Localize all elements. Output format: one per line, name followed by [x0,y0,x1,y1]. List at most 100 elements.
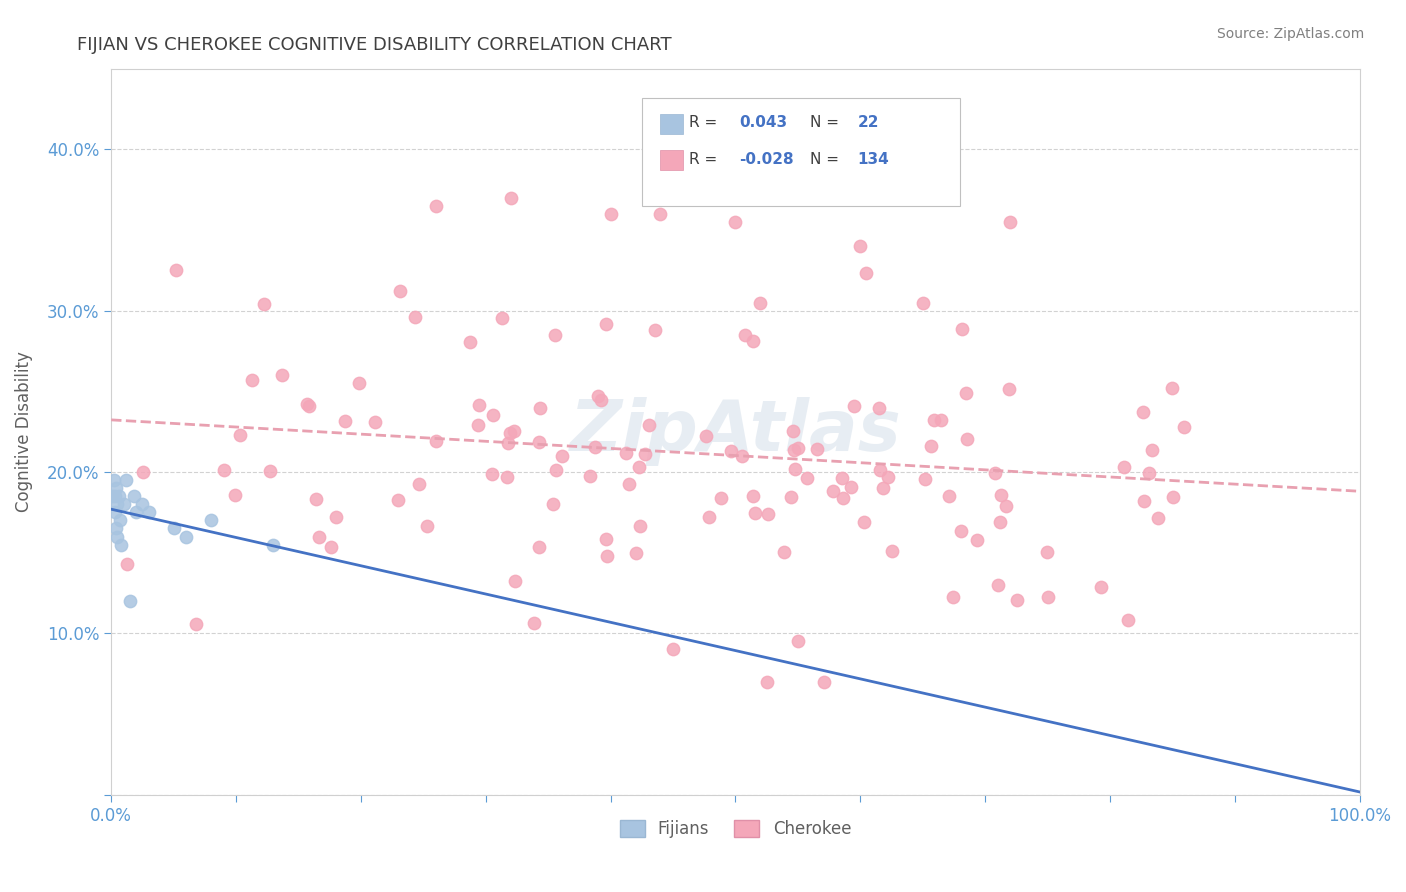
Point [813,674,835,689]
Text: N =: N = [810,115,839,130]
Text: 134: 134 [858,152,890,167]
Text: FIJIAN VS CHEROKEE COGNITIVE DISABILITY CORRELATION CHART: FIJIAN VS CHEROKEE COGNITIVE DISABILITY … [77,36,672,54]
Point [389,285,412,299]
Point [742,489,765,503]
Point [503,574,526,589]
Point [1173,420,1195,434]
Point [107,497,129,511]
Point [617,477,640,491]
Point [115,473,138,487]
Point [998,215,1021,229]
Point [1114,459,1136,474]
Point [786,442,808,456]
Point [319,540,342,554]
Point [950,524,973,539]
Point [634,447,657,461]
Point [166,262,188,277]
Point [527,541,550,555]
Point [103,473,125,487]
Point [595,532,617,546]
Point [551,449,574,463]
Point [491,311,513,326]
Point [783,461,806,475]
Point [922,412,945,426]
Point [499,191,522,205]
Point [132,465,155,479]
Text: Source: ZipAtlas.com: Source: ZipAtlas.com [1216,27,1364,41]
Point [988,516,1011,530]
Point [786,634,808,648]
Point [1132,405,1154,419]
Point [347,376,370,390]
Y-axis label: Cognitive Disability: Cognitive Disability [15,351,32,512]
Point [496,436,519,450]
Point [749,295,772,310]
Point [955,385,977,400]
Point [174,529,197,543]
Point [387,493,409,508]
Point [772,545,794,559]
Text: ZipAtlas: ZipAtlas [569,397,901,467]
Point [1007,593,1029,607]
Point [295,397,318,411]
Point [498,426,520,441]
Point [628,460,651,475]
Point [920,439,942,453]
Text: 22: 22 [858,115,879,130]
Point [595,317,617,331]
Point [995,499,1018,513]
Point [591,392,613,407]
Bar [661,113,683,134]
Text: R =: R = [689,152,717,167]
Point [224,488,246,502]
Point [425,434,447,449]
Point [942,591,965,605]
Point [720,444,742,458]
Point [107,489,129,503]
Point [305,491,328,506]
Point [595,549,617,564]
Point [162,521,184,535]
Point [984,466,1007,480]
Point [614,446,637,460]
Point [744,506,766,520]
Point [624,546,647,560]
Point [990,488,1012,502]
Point [184,617,207,632]
Point [950,322,973,336]
Point [637,417,659,432]
Point [1161,490,1184,504]
Point [831,470,853,484]
Point [101,489,124,503]
Point [1161,381,1184,395]
Point [1142,443,1164,458]
Point [710,491,733,505]
Point [112,497,135,511]
Point [125,505,148,519]
Point [929,413,952,427]
Point [880,543,903,558]
Point [1090,580,1112,594]
Text: -0.028: -0.028 [740,152,794,167]
Point [110,538,132,552]
Point [481,467,503,481]
Point [105,521,128,535]
Point [425,199,447,213]
Point [731,449,754,463]
Point [628,519,651,533]
Point [578,468,600,483]
Point [325,509,347,524]
Point [1132,493,1154,508]
Point [741,334,763,348]
Point [583,440,606,454]
Point [523,616,546,631]
Point [998,382,1021,396]
Point [852,515,875,529]
Point [240,373,263,387]
Point [104,489,127,503]
Point [404,310,426,325]
Point [259,464,281,478]
Point [122,489,145,503]
Point [780,491,803,505]
Bar [661,150,683,170]
